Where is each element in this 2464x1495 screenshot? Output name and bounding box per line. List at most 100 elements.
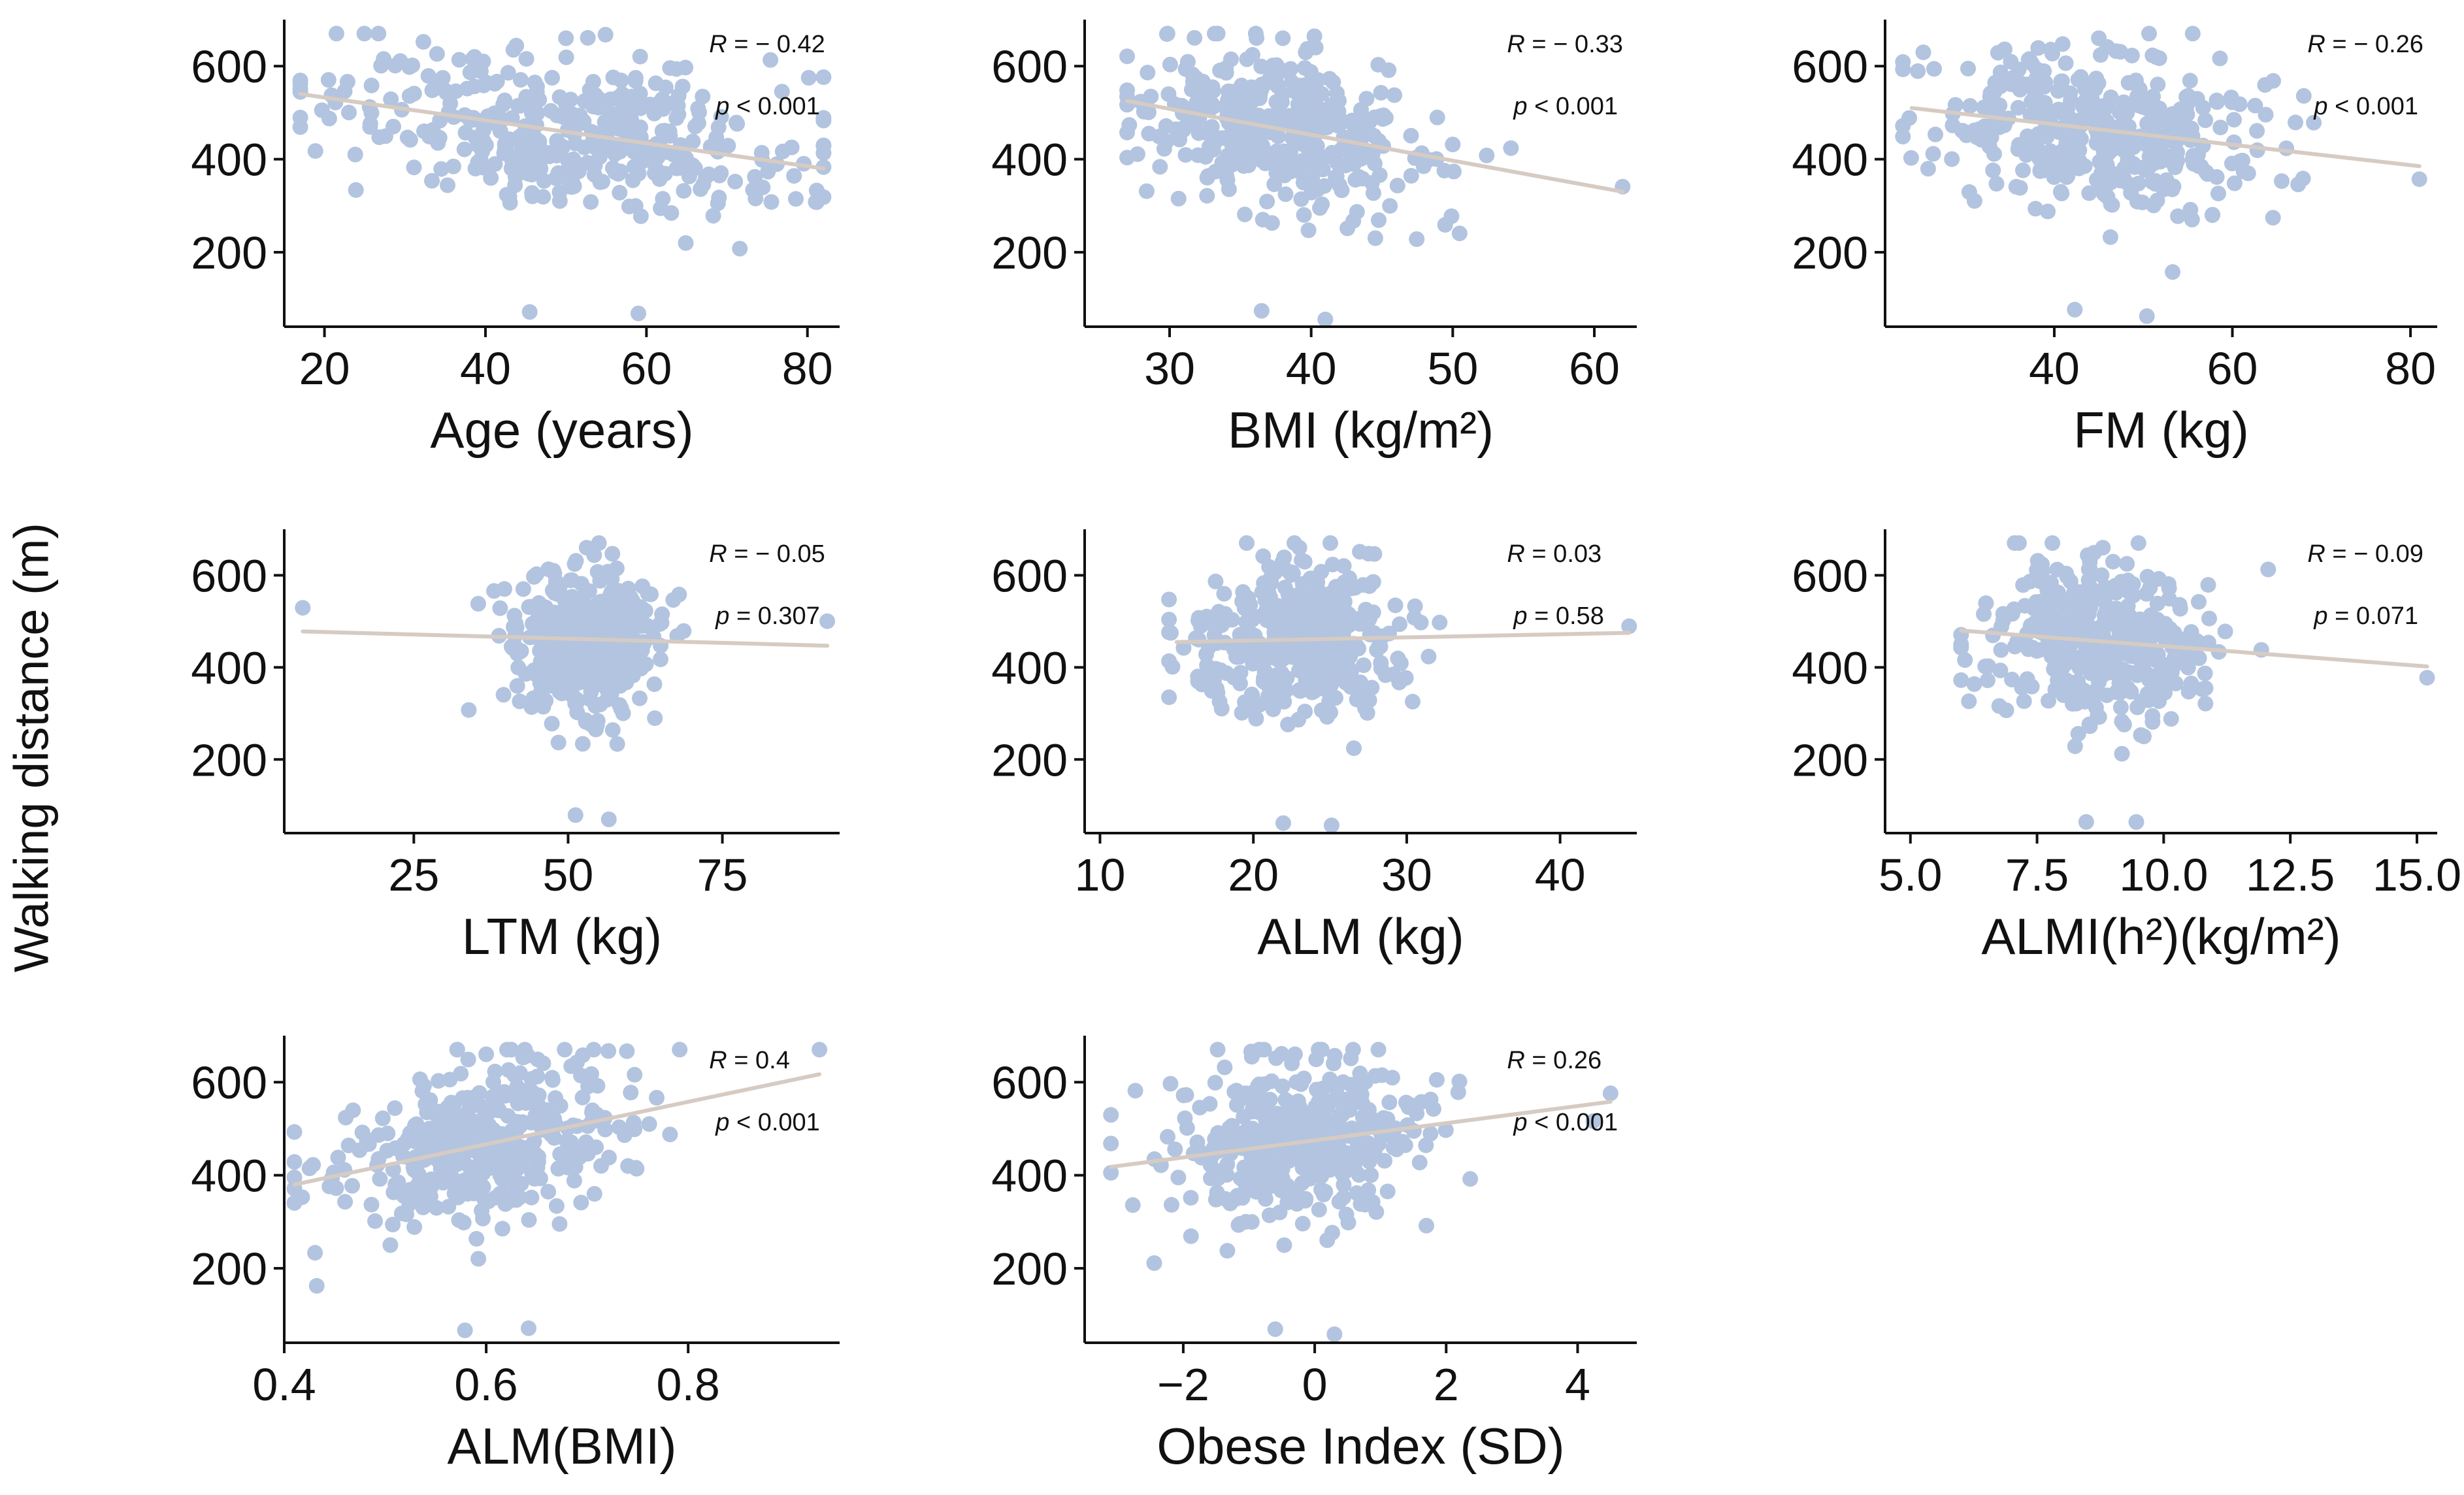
data-point [651, 171, 668, 188]
data-point [1315, 608, 1332, 623]
data-point [1216, 585, 1232, 602]
data-point [2191, 650, 2207, 666]
data-point [2167, 656, 2183, 672]
data-point [1315, 1108, 1332, 1125]
data-point [1280, 716, 1296, 732]
data-point [567, 807, 583, 823]
data-point [2165, 264, 2181, 280]
data-point [1953, 640, 1969, 656]
data-point [2065, 132, 2081, 148]
data-point [2189, 633, 2205, 649]
data-point [571, 674, 587, 691]
data-point [1413, 614, 1429, 631]
data-point [487, 1189, 504, 1206]
data-point [363, 1196, 380, 1213]
data-point [2095, 101, 2112, 117]
data-point [1259, 193, 1275, 210]
data-point [584, 1102, 600, 1119]
data-point [2004, 672, 2020, 687]
data-point [581, 583, 597, 599]
data-point [1268, 165, 1285, 181]
data-point [1190, 147, 1206, 163]
data-point [815, 137, 832, 154]
data-point [549, 133, 565, 149]
data-point [2112, 699, 2129, 715]
data-point [2165, 178, 2182, 195]
data-point [589, 717, 605, 733]
data-point [2265, 73, 2281, 89]
data-point [1407, 598, 1423, 614]
data-point [1224, 137, 1240, 152]
data-point [446, 1185, 463, 1202]
data-point [2143, 142, 2160, 159]
x-tick-label: 25 [388, 849, 439, 900]
data-point [1204, 683, 1220, 699]
data-point [1194, 91, 1210, 108]
data-point [672, 1042, 688, 1058]
data-point [1309, 1081, 1325, 1098]
data-point [449, 1042, 465, 1058]
data-point [2082, 579, 2098, 595]
y-tick-label: 400 [191, 135, 267, 186]
data-point [1966, 676, 1982, 692]
data-point [1275, 30, 1291, 46]
data-point [548, 576, 565, 591]
data-point [1367, 230, 1383, 246]
data-point [1287, 1046, 1303, 1062]
data-point [292, 109, 308, 125]
data-point [429, 1119, 445, 1135]
data-point [1392, 655, 1409, 671]
data-point [1258, 612, 1275, 629]
y-tick-label: 200 [1792, 734, 1868, 785]
data-point [2265, 210, 2281, 226]
data-point [1343, 580, 1359, 597]
data-point [1314, 196, 1330, 212]
data-point [2197, 695, 2214, 712]
data-point [1324, 97, 1340, 113]
data-point [445, 158, 461, 174]
data-point [774, 143, 791, 159]
data-point [429, 1200, 444, 1216]
data-point [385, 1217, 401, 1233]
data-point [1326, 1047, 1343, 1064]
data-point [1313, 594, 1330, 610]
data-point [1274, 666, 1290, 683]
data-point [286, 1154, 303, 1170]
data-point [599, 691, 616, 708]
data-point [1207, 573, 1224, 589]
data-point [1341, 1102, 1358, 1118]
data-points [1103, 1042, 1618, 1342]
data-point [819, 613, 836, 629]
x-tick-label: 0.8 [657, 1359, 720, 1410]
data-point [579, 640, 595, 656]
data-point [627, 73, 644, 89]
data-point [486, 583, 502, 599]
data-point [292, 76, 308, 91]
data-point [2024, 678, 2040, 695]
data-point [2010, 99, 2026, 116]
data-point [1379, 1183, 1396, 1200]
data-point [1331, 1194, 1347, 1210]
data-point [1103, 1136, 1119, 1152]
data-point [586, 1186, 602, 1202]
data-point [1192, 79, 1208, 95]
data-point [2180, 659, 2196, 676]
data-point [1161, 689, 1177, 706]
data-point [2040, 203, 2056, 220]
data-point [523, 699, 540, 715]
x-tick-label: 12.5 [2246, 849, 2335, 900]
data-point [1295, 174, 1311, 191]
p-value-annotation: p < 0.001 [1513, 93, 1618, 120]
data-point [600, 1043, 617, 1059]
data-point [1125, 1197, 1141, 1213]
data-point [1385, 666, 1402, 683]
data-point [1271, 106, 1287, 122]
x-axis-label: FM (kg) [2073, 401, 2249, 459]
data-point [1403, 127, 1419, 144]
y-tick-label: 600 [191, 41, 267, 92]
data-point [536, 172, 552, 189]
data-point [1351, 169, 1367, 185]
data-point [1971, 121, 1987, 137]
data-point [601, 1149, 617, 1166]
data-point [531, 91, 548, 108]
